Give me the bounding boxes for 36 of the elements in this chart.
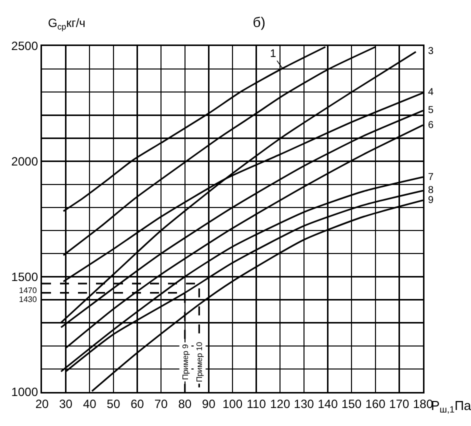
series-label: 6 [428,120,434,131]
chart-title: б) [252,14,266,30]
x-tick-label: 130 [294,397,314,411]
x-tick-label: 40 [82,397,97,411]
x-tick-label: 20 [35,397,49,411]
x-tick-label: 60 [130,397,144,411]
x-tick-label: 180 [412,397,434,411]
x-tick-label: 30 [59,397,73,411]
y-tick-label: 1000 [11,385,38,400]
y-tick-label: 2000 [11,154,38,169]
series-label: 8 [428,185,434,196]
x-tick-label: 160 [365,397,386,411]
series-label: 1 [270,48,276,60]
y-tick-label: 2500 [11,39,38,54]
series-label: 3 [428,46,434,57]
series-label: 9 [428,195,434,206]
series-label: 7 [428,172,434,183]
series-label: 5 [428,105,434,116]
x-tick-label: 120 [270,397,290,411]
x-tick-label: 90 [202,397,216,411]
x-axis-title: P$_{ш,1}$Па [431,398,471,415]
series-label: 4 [428,87,434,98]
x-tick-label: 170 [389,397,410,411]
annotation: 1470 [19,286,38,295]
x-tick-label: 50 [106,397,120,411]
annotation: Пример 9 [180,344,190,380]
y-tick-label: 1500 [11,270,38,284]
x-tick-label: 140 [318,397,338,411]
x-tick-label: 150 [342,397,362,411]
x-tick-label: 100 [222,397,243,411]
annotation: Пример 10 [195,341,204,382]
y-axis-title: G$_{ср}$кг/ч [48,16,86,32]
x-tick-label: 70 [154,397,168,411]
x-tick-label: 110 [246,397,266,411]
annotation: 1430 [19,295,38,304]
x-tick-label: 80 [178,397,192,411]
